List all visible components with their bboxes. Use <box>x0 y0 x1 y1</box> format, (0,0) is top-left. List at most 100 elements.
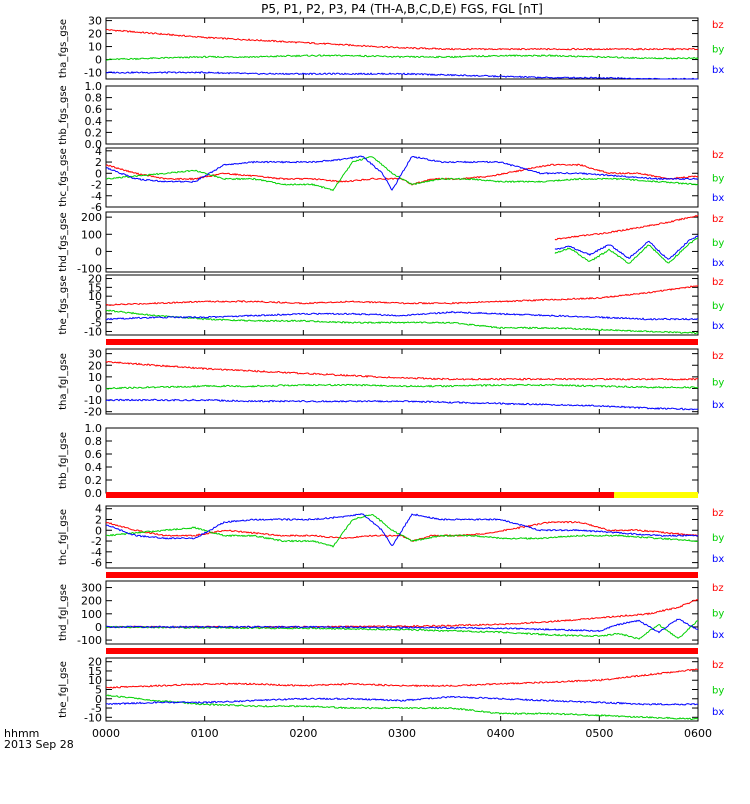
y-tick-label: 0 <box>95 382 102 395</box>
date-label: 2013 Sep 28 <box>4 738 74 751</box>
x-tick-label: 0400 <box>487 727 515 740</box>
y-tick-label: 5 <box>95 299 102 312</box>
y-axis-label: the_fgl_gse <box>58 661 69 718</box>
legend-by: by <box>712 533 724 544</box>
chart-title: P5, P1, P2, P3, P4 (TH-A,B,C,D,E) FGS, F… <box>261 2 543 16</box>
y-tick-label: 20 <box>88 28 102 41</box>
y-tick-label: -100 <box>77 263 102 276</box>
panel-frame <box>105 17 699 80</box>
y-tick-label: 15 <box>88 665 102 678</box>
series-bx-line <box>105 70 699 80</box>
legend-bx: bx <box>712 65 724 76</box>
series-bz-line <box>105 668 699 689</box>
series-by-line <box>105 513 699 548</box>
y-tick-label: 10 <box>88 290 102 303</box>
legend-bx: bx <box>712 630 724 641</box>
series-bx-line <box>105 695 699 706</box>
y-tick-label: 0.8 <box>85 435 103 448</box>
y-tick-label: 0.2 <box>85 474 103 487</box>
status-bar-yellow <box>614 492 698 498</box>
y-tick-label: -5 <box>91 702 102 715</box>
y-tick-label: 200 <box>81 211 102 224</box>
y-tick-label: 0 <box>95 524 102 537</box>
series-by-line <box>105 54 699 61</box>
x-tick-label: 0100 <box>191 727 219 740</box>
y-tick-label: 0 <box>95 621 102 634</box>
y-tick-label: 300 <box>81 582 102 595</box>
legend-bz: bz <box>712 150 724 161</box>
y-tick-label: -10 <box>84 325 102 338</box>
y-axis-label: thd_fgl_gse <box>58 584 69 641</box>
series-by-line <box>554 237 699 264</box>
legend-bz: bz <box>712 583 724 594</box>
y-axis-label: the_fgs_gse <box>58 275 69 334</box>
series-bz-line <box>554 214 699 241</box>
series-bx-line <box>105 398 699 411</box>
series-by-line <box>105 620 699 640</box>
series-by-line <box>105 383 699 390</box>
y-tick-label: 5 <box>95 684 102 697</box>
y-tick-label: 30 <box>88 15 102 28</box>
legend-by: by <box>712 686 724 697</box>
y-tick-label: -6 <box>91 201 102 214</box>
y-tick-label: 4 <box>95 145 102 158</box>
y-tick-label: 1.0 <box>85 422 103 435</box>
series-bx-line <box>554 235 699 260</box>
y-tick-label: 10 <box>88 674 102 687</box>
series-by-line <box>105 309 699 335</box>
y-tick-label: 0.2 <box>85 126 103 139</box>
panel-frame <box>105 211 699 273</box>
x-tick-label: 0000 <box>92 727 120 740</box>
panel-thb_fgs_gse: 0.00.20.40.60.81.0 thb_fgs_gse <box>58 80 699 151</box>
y-tick-label: 0 <box>95 245 102 258</box>
y-tick-label: 0.0 <box>85 138 103 151</box>
legend-bx: bx <box>712 193 724 204</box>
panel-frame <box>105 505 699 569</box>
x-tick-label: 0500 <box>585 727 613 740</box>
series-bx-line <box>105 155 699 191</box>
legend-bx: bx <box>712 707 724 718</box>
series-bz-line <box>105 360 698 381</box>
y-tick-label: 10 <box>88 41 102 54</box>
y-axis-label: thc_fgs_gse <box>58 148 69 207</box>
panel-frame <box>105 85 699 145</box>
legend-bx: bx <box>712 321 724 332</box>
y-tick-label: -4 <box>91 190 102 203</box>
panel-frame <box>105 147 699 208</box>
panel-frame <box>105 274 699 336</box>
series-bz-line <box>105 599 699 629</box>
panel-frame <box>105 657 699 722</box>
x-tick-label: 0200 <box>289 727 317 740</box>
legend-bz: bz <box>712 20 724 31</box>
legend-by: by <box>712 609 724 620</box>
x-axis-unit-label: hhmm <box>4 727 39 740</box>
y-tick-label: -2 <box>91 535 102 548</box>
y-tick-label: 0.8 <box>85 92 103 105</box>
legend-bz: bz <box>712 277 724 288</box>
status-bar-red <box>106 492 615 498</box>
series-bz-line <box>105 285 699 306</box>
y-tick-label: 2 <box>95 513 102 526</box>
legend-by: by <box>712 238 724 249</box>
panel-frame <box>105 427 699 494</box>
legend-by: by <box>712 45 724 56</box>
status-bar-red <box>106 572 698 578</box>
y-tick-label: 0 <box>95 693 102 706</box>
panel-thb_fgl_gse: 0.00.20.40.60.81.0 thb_fgl_gse <box>58 422 699 500</box>
y-tick-label: 100 <box>81 608 102 621</box>
y-tick-label: 10 <box>88 371 102 384</box>
y-tick-label: 15 <box>88 281 102 294</box>
y-tick-label: 100 <box>81 228 102 241</box>
legend-bx: bx <box>712 400 724 411</box>
y-tick-label: -10 <box>84 711 102 724</box>
series-bx-line <box>105 513 699 547</box>
y-tick-label: 0.6 <box>85 103 103 116</box>
series-bx-line <box>105 310 699 321</box>
